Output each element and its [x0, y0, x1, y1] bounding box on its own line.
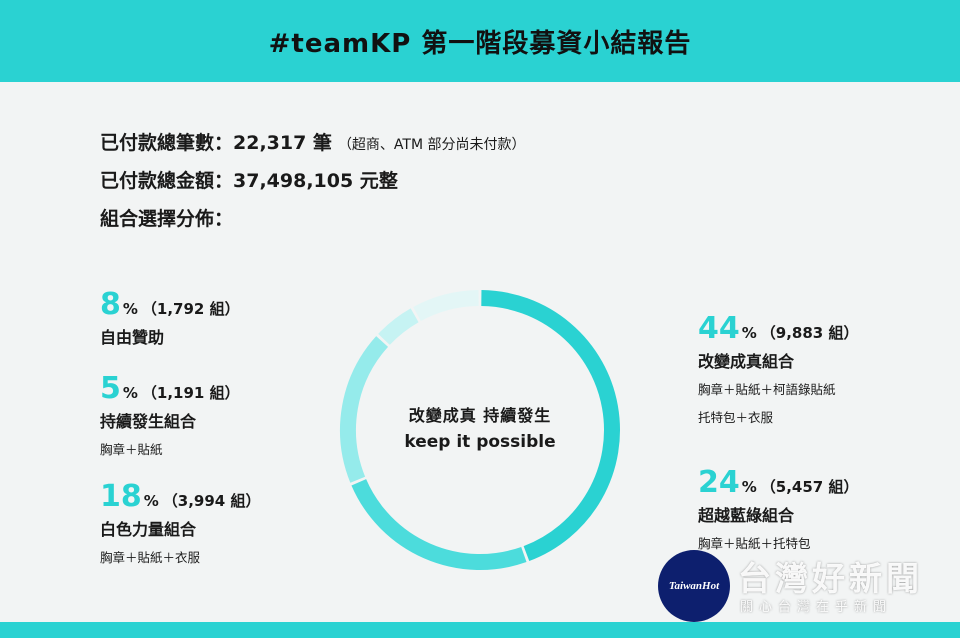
stat-percent-unit: %	[143, 492, 159, 510]
donut-slice-2	[351, 479, 527, 570]
stat-percent-unit: %	[122, 300, 138, 318]
stat-name: 持續發生組合	[100, 412, 197, 431]
distribution-row: 組合選擇分佈：	[100, 204, 526, 242]
distribution-label: 組合選擇分佈：	[100, 208, 234, 230]
stat-desc: 胸章＋貼紙＋衣服	[100, 550, 201, 565]
stat-percent-unit: %	[741, 324, 757, 342]
watermark-logo: TaiwanHot	[658, 550, 730, 622]
stat-name: 自由贊助	[100, 328, 165, 347]
stat-percent: 18	[100, 479, 142, 514]
stat-count: （1,792 組）	[141, 300, 240, 318]
stat-percent: 24	[698, 465, 740, 500]
stat-desc: 胸章＋貼紙	[100, 442, 163, 457]
donut-slice-5	[413, 290, 479, 322]
center-slogan-zh: 改變成真 持續發生	[408, 406, 552, 425]
stat-beyond-blue-green: 24 % （5,457 組） 超越藍綠組合 胸章＋貼紙＋托特包	[698, 466, 858, 558]
watermark-title: 台灣好新聞	[738, 559, 923, 598]
stat-count: （3,994 組）	[162, 492, 261, 510]
stat-percent: 44	[698, 311, 740, 346]
header-bar: #teamKP 第一階段募資小結報告	[0, 0, 960, 82]
summary-block: 已付款總筆數：22,317 筆 （超商、ATM 部分尚未付款） 已付款總金額：3…	[100, 128, 526, 242]
donut-slice-1	[481, 290, 620, 562]
donut-chart	[340, 290, 620, 570]
stat-keep-happening: 5 % （1,191 組） 持續發生組合 胸章＋貼紙	[100, 372, 240, 464]
stat-desc-line2: 托特包＋衣服	[698, 410, 774, 425]
stat-percent: 5	[100, 371, 121, 406]
stat-percent-unit: %	[122, 384, 138, 402]
center-slogan-en: keep it possible	[404, 432, 556, 452]
watermark-logo-text: TaiwanHot	[668, 580, 720, 592]
footer-bar	[0, 622, 960, 638]
paid-count-note: （超商、ATM 部分尚未付款）	[337, 137, 526, 153]
watermark-subtitle: 關心台灣在乎新聞	[740, 600, 893, 615]
paid-amount-label: 已付款總金額：37,498,105 元整	[100, 170, 398, 192]
stat-count: （1,191 組）	[141, 384, 240, 402]
stat-change-true: 44 % （9,883 組） 改變成真組合 胸章＋貼紙＋柯語錄貼紙 托特包＋衣服	[698, 312, 858, 432]
page-title: #teamKP 第一階段募資小結報告	[268, 28, 692, 59]
stat-name: 超越藍綠組合	[698, 506, 795, 525]
donut-slice-3	[340, 336, 389, 483]
stat-name: 改變成真組合	[698, 352, 795, 371]
stat-percent-unit: %	[741, 478, 757, 496]
stat-free-sponsor: 8 % （1,792 組） 自由贊助	[100, 288, 240, 348]
paid-count-label: 已付款總筆數：22,317 筆	[100, 132, 332, 154]
stat-desc: 胸章＋貼紙＋托特包	[698, 536, 811, 551]
stat-name: 白色力量組合	[100, 520, 197, 539]
donut-center-text: 改變成真 持續發生 keep it possible	[360, 402, 600, 452]
stat-white-power: 18 % （3,994 組） 白色力量組合 胸章＋貼紙＋衣服	[100, 480, 260, 572]
paid-count-row: 已付款總筆數：22,317 筆 （超商、ATM 部分尚未付款）	[100, 128, 526, 166]
stat-percent: 8	[100, 287, 121, 322]
stat-desc: 胸章＋貼紙＋柯語錄貼紙	[698, 382, 836, 397]
stat-count: （9,883 組）	[760, 324, 859, 342]
stat-count: （5,457 組）	[760, 478, 859, 496]
paid-amount-row: 已付款總金額：37,498,105 元整	[100, 166, 526, 204]
donut-slice-4	[378, 308, 419, 346]
watermark: TaiwanHot 台灣好新聞 關心台灣在乎新聞	[658, 548, 958, 622]
